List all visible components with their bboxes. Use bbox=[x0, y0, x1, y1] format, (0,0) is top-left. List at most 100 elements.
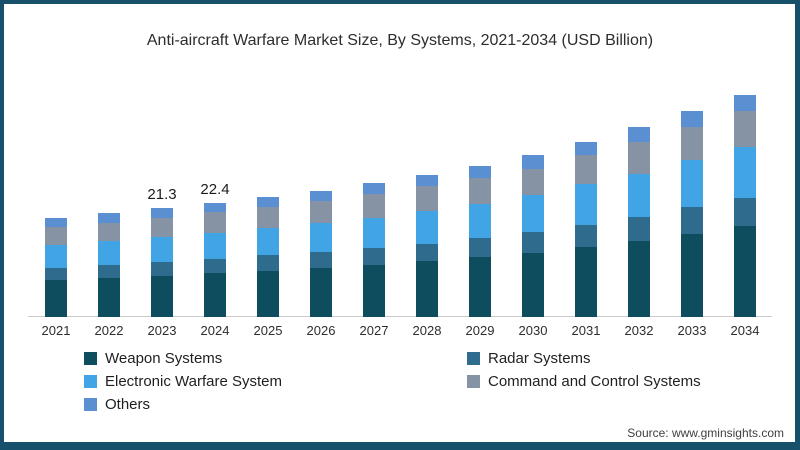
x-tick-label-2022: 2022 bbox=[94, 323, 124, 338]
bar-segment-2022 bbox=[98, 222, 120, 241]
bar-segment-2027 bbox=[363, 194, 385, 218]
bar-segment-2024 bbox=[204, 258, 226, 274]
legend-label-weapon-systems: Weapon Systems bbox=[105, 350, 223, 367]
legend-label-others: Others bbox=[105, 396, 151, 413]
legend-item-command-and-control-systems: Command and Control Systems bbox=[467, 373, 701, 390]
bar-segment-2022 bbox=[98, 264, 120, 278]
bar-segment-2032 bbox=[628, 173, 650, 218]
bar-segment-2031 bbox=[575, 142, 597, 156]
source-attribution: Source: www.gminsights.com bbox=[627, 426, 784, 440]
bar-segment-2034 bbox=[734, 197, 756, 227]
bar-segment-2023 bbox=[151, 261, 173, 276]
bar-segment-2029 bbox=[469, 203, 491, 239]
bar-segment-2026 bbox=[310, 190, 332, 201]
legend-label-electronic-warfare-system: Electronic Warfare System bbox=[105, 373, 282, 390]
bar-segment-2033 bbox=[681, 160, 703, 208]
x-tick-label-2021: 2021 bbox=[41, 323, 71, 338]
legend-item-others: Others bbox=[84, 396, 150, 413]
bar-segment-2023 bbox=[151, 217, 173, 237]
bar-segment-2021 bbox=[45, 226, 67, 245]
bar-segment-2024 bbox=[204, 212, 226, 233]
bar-segment-2030 bbox=[522, 168, 544, 195]
bar-segment-2033 bbox=[681, 110, 703, 127]
bar-segment-2029 bbox=[469, 177, 491, 204]
x-tick-label-2027: 2027 bbox=[359, 323, 389, 338]
legend-item-weapon-systems: Weapon Systems bbox=[84, 350, 222, 367]
x-tick-label-2033: 2033 bbox=[677, 323, 707, 338]
bar-segment-2021 bbox=[45, 267, 67, 280]
x-tick-label-2026: 2026 bbox=[306, 323, 336, 338]
bar-segment-2031 bbox=[575, 247, 597, 317]
bar-segment-2023 bbox=[151, 275, 173, 317]
bar-segment-2025 bbox=[257, 227, 279, 256]
bar-segment-2023 bbox=[151, 236, 173, 262]
x-tick-label-2028: 2028 bbox=[412, 323, 442, 338]
bar-segment-2027 bbox=[363, 248, 385, 265]
x-tick-label-2029: 2029 bbox=[465, 323, 495, 338]
bar-segment-2022 bbox=[98, 213, 120, 223]
bar-segment-2021 bbox=[45, 279, 67, 317]
bar-segment-2023 bbox=[151, 208, 173, 218]
chart-title: Anti-aircraft Warfare Market Size, By Sy… bbox=[146, 32, 654, 49]
bar-segment-2032 bbox=[628, 142, 650, 174]
bar-segment-2022 bbox=[98, 277, 120, 317]
bar-segment-2030 bbox=[522, 232, 544, 254]
x-tick-label-2034: 2034 bbox=[730, 323, 760, 338]
legend-item-electronic-warfare-system: Electronic Warfare System bbox=[84, 373, 282, 390]
bar-segment-2021 bbox=[45, 244, 67, 268]
bar-segment-2022 bbox=[98, 241, 120, 265]
bar-segment-2024 bbox=[204, 273, 226, 317]
bar-segment-2029 bbox=[469, 257, 491, 317]
bar-segment-2030 bbox=[522, 194, 544, 233]
x-tick-label-2023: 2023 bbox=[147, 323, 177, 338]
bar-segment-2030 bbox=[522, 253, 544, 317]
legend-swatch-weapon-systems bbox=[84, 352, 97, 365]
legend-swatch-electronic-warfare-system bbox=[84, 375, 97, 388]
bar-segment-2033 bbox=[681, 126, 703, 161]
legend-label-command-and-control-systems: Command and Control Systems bbox=[488, 373, 701, 390]
bar-segment-2033 bbox=[681, 233, 703, 317]
bar-segment-2026 bbox=[310, 223, 332, 253]
x-tick-label-2031: 2031 bbox=[571, 323, 601, 338]
bar-segment-2034 bbox=[734, 94, 756, 111]
legend-label-radar-systems: Radar Systems bbox=[488, 350, 591, 367]
bar-segment-2030 bbox=[522, 154, 544, 169]
bar-segment-2032 bbox=[628, 127, 650, 143]
legend-item-radar-systems: Radar Systems bbox=[467, 350, 591, 367]
bar-segment-2034 bbox=[734, 146, 756, 198]
bar-segment-2027 bbox=[363, 217, 385, 249]
bar-segment-2029 bbox=[469, 166, 491, 178]
bar-value-label-2023: 21.3 bbox=[147, 186, 177, 204]
bar-segment-2034 bbox=[734, 110, 756, 147]
x-tick-label-2025: 2025 bbox=[253, 323, 283, 338]
bar-value-label-2024: 22.4 bbox=[200, 180, 230, 198]
bar-segment-2033 bbox=[681, 207, 703, 234]
x-tick-label-2030: 2030 bbox=[518, 323, 548, 338]
bar-segment-2024 bbox=[204, 232, 226, 259]
x-tick-label-2024: 2024 bbox=[200, 323, 230, 338]
legend-swatch-others bbox=[84, 398, 97, 411]
bar-segment-2034 bbox=[734, 226, 756, 317]
bar-segment-2028 bbox=[416, 210, 438, 244]
bar-segment-2032 bbox=[628, 241, 650, 317]
bar-segment-2021 bbox=[45, 218, 67, 227]
bar-segment-2028 bbox=[416, 243, 438, 262]
legend-swatch-radar-systems bbox=[467, 352, 480, 365]
legend-swatch-command-and-control-systems bbox=[467, 375, 480, 388]
bar-segment-2031 bbox=[575, 155, 597, 185]
bar-segment-2027 bbox=[363, 264, 385, 317]
bar-segment-2029 bbox=[469, 238, 491, 258]
bar-segment-2025 bbox=[257, 197, 279, 207]
bar-segment-2026 bbox=[310, 268, 332, 317]
x-tick-label-2032: 2032 bbox=[624, 323, 654, 338]
bar-segment-2027 bbox=[363, 183, 385, 195]
x-axis-line bbox=[28, 316, 772, 317]
bar-segment-2026 bbox=[310, 252, 332, 269]
bar-segment-2026 bbox=[310, 200, 332, 224]
bar-segment-2028 bbox=[416, 186, 438, 211]
bar-segment-2031 bbox=[575, 184, 597, 225]
bar-segment-2025 bbox=[257, 255, 279, 271]
bar-segment-2024 bbox=[204, 202, 226, 213]
bar-segment-2028 bbox=[416, 261, 438, 317]
